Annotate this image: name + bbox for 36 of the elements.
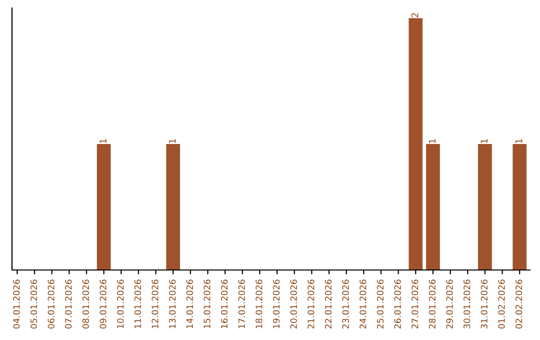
x-tick-label: 27.01.2026 xyxy=(412,280,418,328)
x-tick-label: 10.01.2026 xyxy=(117,280,124,328)
x-tick-label: 15.01.2026 xyxy=(204,280,210,328)
data-label: 1 xyxy=(169,139,176,144)
x-tick-label: 09.01.2026 xyxy=(100,280,106,329)
x-tick-label: 31.01.2026 xyxy=(480,280,488,328)
x-tick-label: 07.01.2026 xyxy=(65,280,72,329)
x-tick-label: 14.01.2026 xyxy=(186,280,193,328)
x-tick-label: 04.01.2026 xyxy=(13,280,20,329)
data-label: 1 xyxy=(516,139,522,144)
x-tick-label: 21.01.2026 xyxy=(308,280,314,328)
x-tick-label: 22.01.2026 xyxy=(324,280,332,328)
x-tick-label: 13.01.2026 xyxy=(169,280,176,328)
x-tick-label: 08.01.2026 xyxy=(82,280,90,329)
x-tick-label: 12.01.2026 xyxy=(152,280,158,328)
x-tick-label: 06.01.2026 xyxy=(48,280,54,329)
x-tick-label: 05.01.2026 xyxy=(30,280,38,329)
x-tick-label: 23.01.2026 xyxy=(342,280,349,328)
data-label: 2 xyxy=(411,13,418,18)
x-tick-label: 19.01.2026 xyxy=(272,280,280,328)
x-tick-label: 26.01.2026 xyxy=(394,280,401,328)
x-tick-label: 11.01.2026 xyxy=(134,280,142,328)
x-tick-label: 17.01.2026 xyxy=(238,280,245,328)
data-label: 1 xyxy=(100,139,106,144)
x-tick-label: 16.01.2026 xyxy=(221,280,228,328)
x-tick-label: 29.01.2026 xyxy=(446,280,453,328)
x-tick-label: 30.01.2026 xyxy=(464,280,470,328)
data-label: 1 xyxy=(480,139,488,144)
x-tick-label: 01.02.2026 xyxy=(498,280,505,329)
x-tick-label: 02.02.2026 xyxy=(516,280,522,329)
data-label: 1 xyxy=(428,139,436,144)
x-tick-label: 25.01.2026 xyxy=(376,280,384,328)
x-tick-label: 20.01.2026 xyxy=(290,280,297,328)
x-tick-label: 28.01.2026 xyxy=(428,280,436,328)
x-tick-label: 24.01.2026 xyxy=(360,280,366,328)
x-tick-label: 18.01.2026 xyxy=(256,280,262,328)
